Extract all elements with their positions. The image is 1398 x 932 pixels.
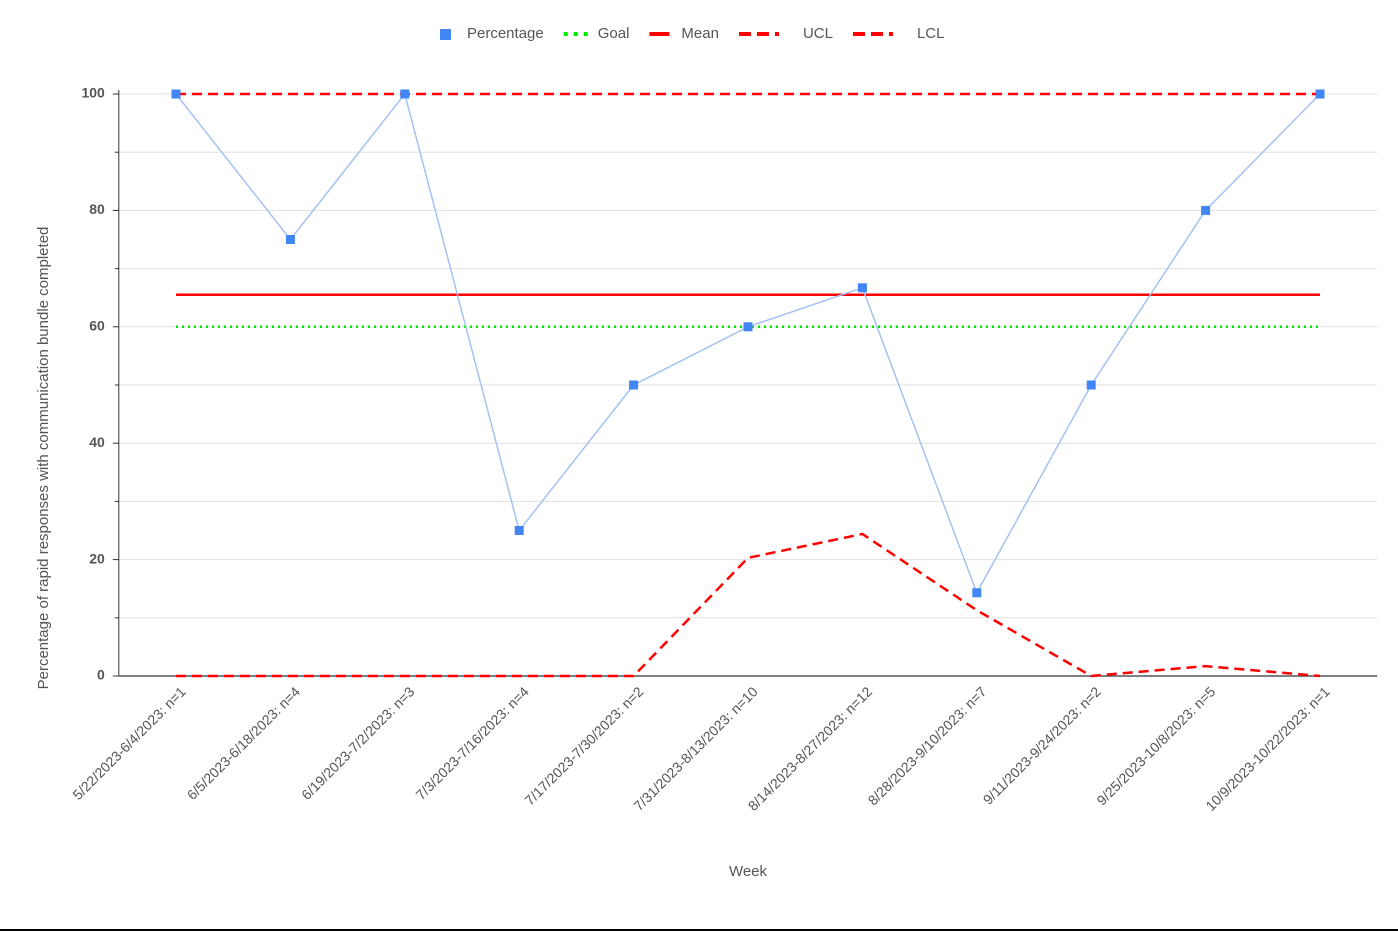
- legend-label: Mean: [681, 25, 719, 42]
- y-axis-title: Percentage of rapid responses with commu…: [35, 227, 52, 690]
- x-tick-label: 8/14/2023-8/27/2023: n=12: [745, 683, 876, 814]
- point-marker: [1201, 205, 1211, 215]
- point-marker: [629, 380, 639, 390]
- y-tick-label: 100: [81, 85, 105, 101]
- x-axis-title: Week: [729, 863, 768, 880]
- x-tick-label: 5/22/2023-6/4/2023: n=1: [69, 683, 189, 803]
- series-line: [175, 92, 1321, 595]
- legend-swatch: [440, 29, 451, 40]
- legend-label: Percentage: [467, 25, 544, 42]
- x-tick-label: 9/11/2023-9/24/2023: n=2: [980, 683, 1104, 807]
- point-marker: [285, 235, 295, 244]
- point-marker: [743, 322, 753, 332]
- x-tick-label: 9/25/2023-10/8/2023: n=5: [1093, 683, 1218, 808]
- y-tick-label: 60: [89, 318, 105, 334]
- point-marker: [514, 526, 524, 535]
- point-marker: [1315, 89, 1325, 99]
- x-tick-label: 6/5/2023-6/18/2023: n=4: [184, 683, 304, 803]
- legend-label: LCL: [917, 25, 945, 42]
- x-tick-label: 7/17/2023-7/30/2023: n=2: [521, 683, 646, 808]
- x-tick-label: 7/31/2023-8/13/2023: n=10: [630, 683, 761, 814]
- point-marker: [857, 283, 867, 293]
- y-tick-label: 0: [97, 667, 105, 683]
- point-marker: [171, 89, 181, 99]
- point-marker: [972, 588, 982, 598]
- y-tick-label: 20: [89, 550, 105, 566]
- point-marker: [1086, 380, 1096, 390]
- x-tick-label: 6/19/2023-7/2/2023: n=3: [298, 683, 418, 803]
- y-tick-label: 40: [89, 434, 105, 450]
- series-line: [176, 532, 1321, 678]
- x-tick-label: 8/28/2023-9/10/2023: n=7: [865, 683, 990, 808]
- y-tick-label: 80: [89, 201, 105, 217]
- x-tick-label: 7/3/2023-7/16/2023: n=4: [412, 683, 532, 803]
- x-tick-label: 10/9/2023-10/22/2023: n=1: [1202, 683, 1333, 814]
- point-marker: [400, 89, 410, 99]
- legend-label: Goal: [598, 25, 630, 42]
- legend: Percentage Goal Mean UCL LCL: [440, 25, 945, 42]
- legend-label: UCL: [803, 25, 833, 42]
